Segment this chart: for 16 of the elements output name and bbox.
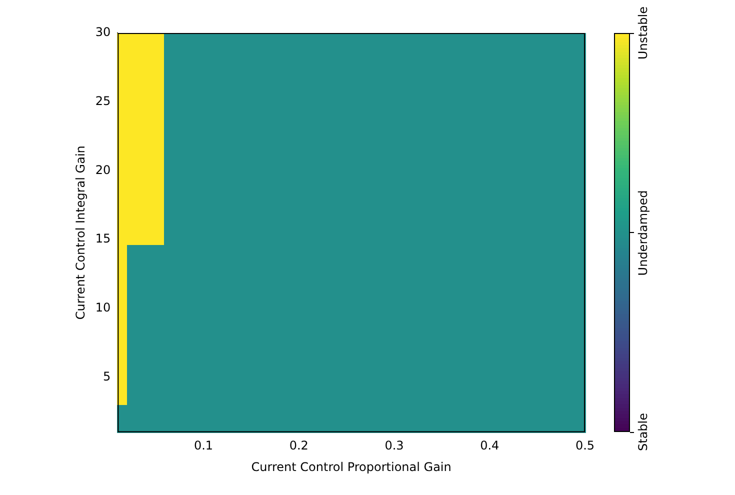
x-tick-label: 0.2 (289, 438, 308, 453)
color-bar-label: Underdamped (636, 190, 650, 276)
y-tick-label: 5 (103, 369, 111, 384)
x-tick-label: 0.5 (575, 438, 595, 453)
y-tick-label: 15 (95, 232, 111, 246)
x-tick-label: 0.1 (194, 438, 214, 453)
y-tick-label: 10 (95, 300, 111, 314)
y-tick-label: 25 (95, 94, 111, 108)
x-tick-label: 0.3 (384, 438, 404, 453)
x-axis-title: Current Control Proportional Gain (251, 460, 452, 474)
y-tick-label: 20 (95, 162, 111, 177)
color-bar-label: Stable (636, 413, 650, 452)
x-tick-label: 0.4 (480, 438, 500, 453)
color-bar-label: Unstable (636, 6, 650, 60)
y-axis-title: Current Control Integral Gain (73, 146, 88, 320)
y-tick-label: 30 (95, 25, 111, 40)
